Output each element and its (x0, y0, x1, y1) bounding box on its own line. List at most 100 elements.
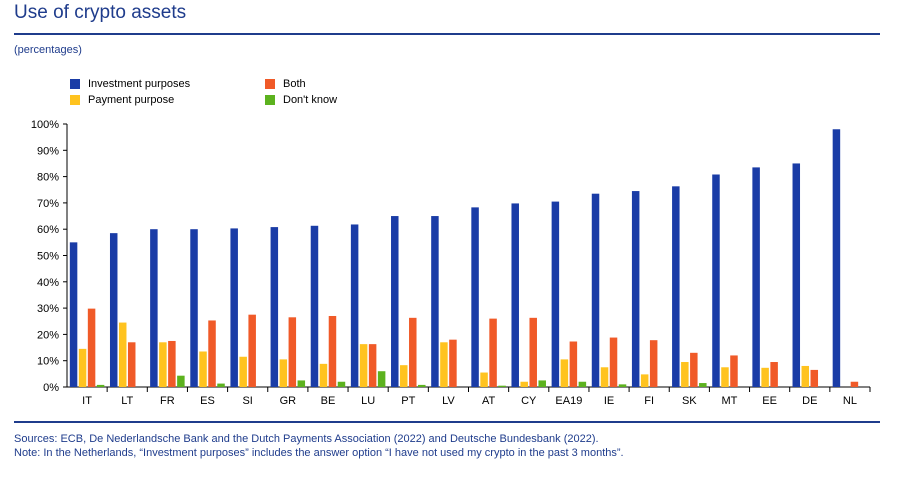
legend-label-payment: Payment purpose (88, 94, 175, 106)
bar-both-cy (529, 317, 537, 387)
bar-dontknow-pt (418, 384, 426, 387)
bar-investment-be (310, 225, 319, 387)
x-tick-label: DE (802, 395, 817, 407)
y-tick-label: 50% (37, 251, 59, 263)
bar-payment-de (801, 365, 810, 387)
y-tick-label: 100% (31, 119, 59, 131)
x-tick-label: IE (604, 395, 614, 407)
x-tick-label: NL (843, 395, 857, 407)
bar-both-ea19 (569, 341, 578, 387)
bar-investment-lu (350, 224, 359, 387)
bar-both-it (87, 308, 96, 387)
y-tick-label: 10% (37, 356, 59, 368)
x-tick-label: LU (361, 395, 375, 407)
bar-investment-lv (431, 216, 439, 387)
bar-both-pt (409, 317, 417, 387)
bar-both-at (489, 318, 497, 387)
bar-payment-at (480, 372, 488, 387)
bar-dontknow-gr (297, 380, 306, 387)
bar-both-si (248, 314, 256, 387)
bar-dontknow-ea19 (578, 381, 587, 387)
bar-both-lu (368, 344, 377, 387)
x-tick-label: EA19 (555, 395, 582, 407)
legend-item-dontknow: Don't know (265, 94, 337, 106)
bar-investment-es (190, 229, 198, 387)
footer-rule (14, 421, 880, 423)
bar-payment-gr (279, 359, 288, 387)
footnotes: Sources: ECB, De Nederlandsche Bank and … (14, 432, 624, 460)
x-tick-label: GR (280, 395, 297, 407)
bar-payment-ie (600, 367, 609, 387)
bar-both-gr (288, 317, 297, 387)
bar-investment-nl (832, 129, 841, 387)
legend: Investment purposes Payment purpose Both… (70, 78, 400, 110)
bar-payment-lv (440, 342, 448, 387)
bar-investment-at (471, 207, 479, 387)
x-tick-label: CY (521, 395, 537, 407)
x-tick-label: LV (442, 395, 455, 407)
bar-investment-lt (109, 233, 118, 387)
bar-both-de (810, 369, 819, 387)
x-tick-label: SK (682, 395, 697, 407)
bar-investment-sk (672, 186, 680, 387)
bar-both-ie (609, 337, 618, 387)
bar-both-fi (649, 340, 658, 387)
bar-investment-fr (150, 229, 158, 387)
bar-both-nl (850, 381, 859, 387)
legend-swatch-payment (70, 95, 80, 105)
bar-payment-be (319, 363, 328, 387)
y-tick-label: 90% (37, 145, 59, 157)
chart-title: Use of crypto assets (14, 2, 187, 23)
bar-both-es (208, 320, 216, 387)
x-tick-label: FR (160, 395, 175, 407)
note-text: Note: In the Netherlands, “Investment pu… (14, 447, 624, 459)
bar-payment-cy (520, 381, 528, 387)
bar-payment-si (239, 356, 247, 387)
bar-both-lv (449, 339, 457, 387)
bar-payment-pt (400, 365, 408, 387)
bar-investment-ea19 (551, 201, 560, 387)
chart-subtitle: (percentages) (14, 44, 82, 56)
bar-payment-fi (640, 374, 649, 387)
bar-dontknow-fr (177, 375, 185, 387)
y-tick-label: 80% (37, 172, 59, 184)
legend-label-investment: Investment purposes (88, 78, 191, 90)
bar-payment-lu (359, 344, 368, 387)
bar-both-fr (168, 340, 176, 387)
bar-both-sk (690, 352, 698, 387)
bar-payment-ea19 (560, 359, 569, 387)
bar-both-be (328, 315, 337, 387)
bar-both-lt (127, 342, 136, 387)
bar-chart: 0% 10% 20% 30% 40% 50% 60% 70% 80% 90% 100% IT LT FR E… (31, 119, 871, 407)
legend-item-both: Both (265, 78, 306, 90)
bar-payment-fr (159, 342, 167, 387)
bar-investment-cy (511, 203, 519, 387)
bar-investment-ie (591, 193, 600, 387)
x-tick-label: LT (121, 395, 133, 407)
bar-payment-sk (681, 362, 689, 387)
bar-investment-pt (391, 216, 399, 387)
y-tick-label: 40% (37, 277, 59, 289)
bar-dontknow-ie (618, 384, 627, 387)
bar-dontknow-sk (699, 383, 707, 387)
bar-dontknow-be (337, 381, 346, 387)
bar-dontknow-cy (538, 380, 546, 387)
y-tick-label: 70% (37, 198, 59, 210)
bar-dontknow-es (217, 383, 225, 387)
y-tick-label: 60% (37, 224, 59, 236)
bar-investment-gr (270, 227, 279, 387)
x-tick-label: FI (644, 395, 654, 407)
bar-dontknow-lu (377, 371, 386, 387)
bar-both-ee (770, 362, 778, 387)
bar-investment-mt (712, 174, 720, 387)
x-tick-label: EE (762, 395, 777, 407)
bar-payment-mt (721, 367, 729, 387)
bar-both-mt (730, 355, 738, 387)
bar-investment-de (792, 163, 801, 387)
bar-investment-it (69, 242, 78, 387)
bar-payment-es (199, 351, 207, 387)
title-rule (14, 33, 880, 35)
y-tick-label: 0% (43, 382, 59, 394)
bar-payment-lt (118, 322, 127, 387)
bar-investment-fi (631, 191, 640, 387)
